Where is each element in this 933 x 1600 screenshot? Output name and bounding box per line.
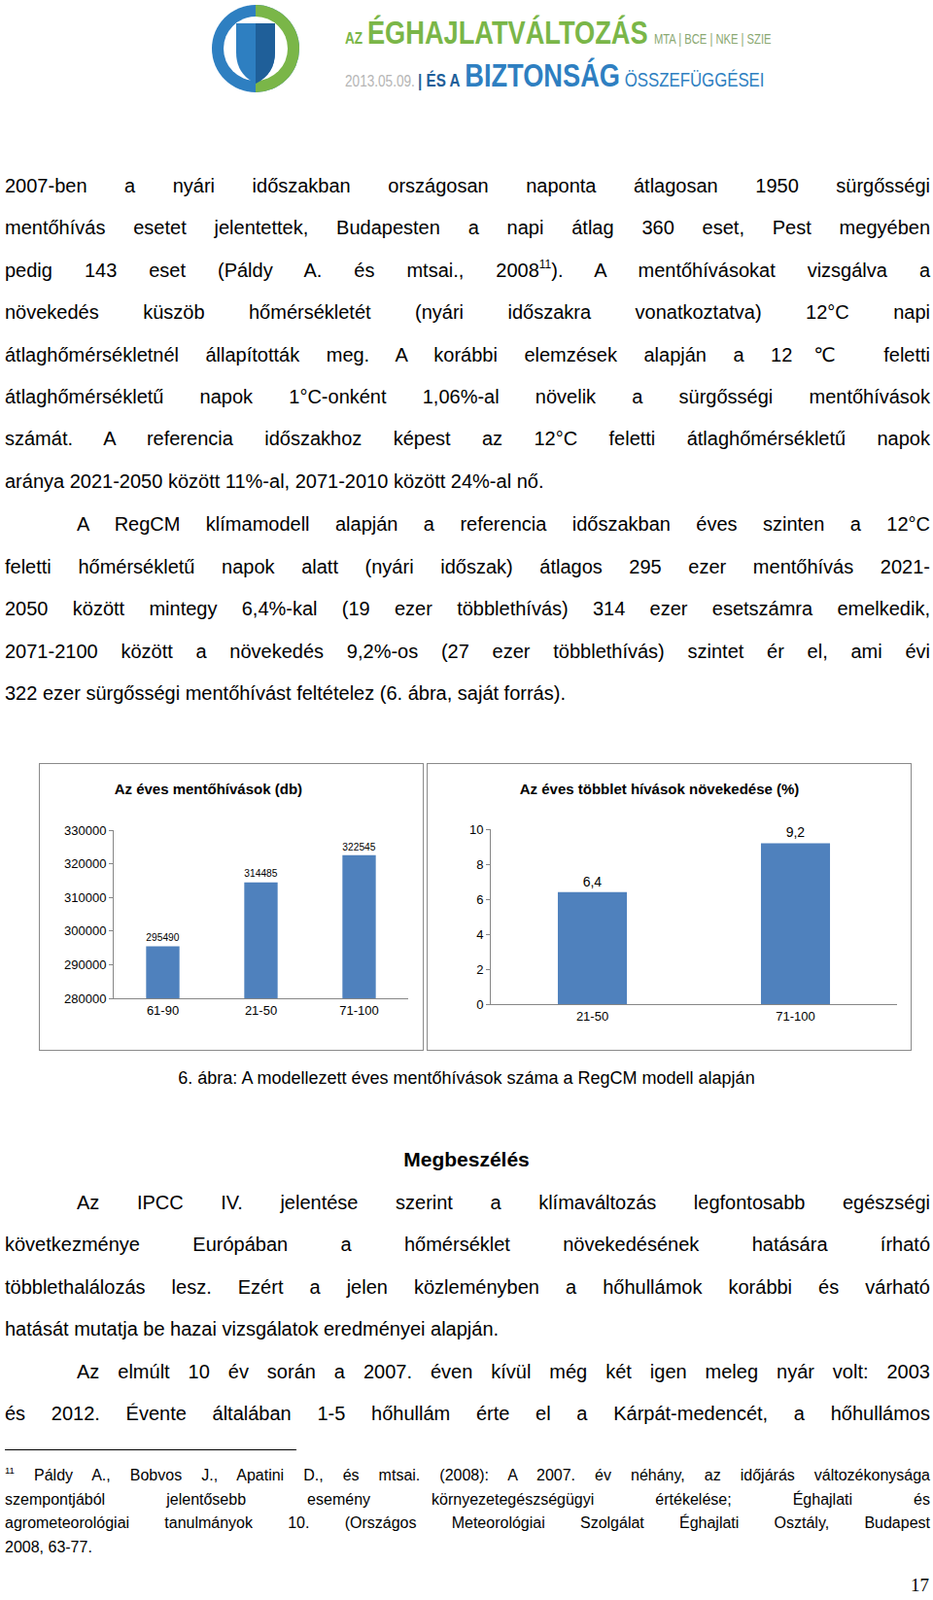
html-text:A RegCM klímamodell alapján a: A RegCM klímamodell alapján a referencia…: [76, 513, 931, 535]
html-text:és 2012. Évente általában 1-5: és 2012. Évente általában 1-5 hőhullám é…: [4, 1402, 931, 1424]
html-text:2071-2100 között a növekedés 9: 2071-2100 között a növekedés 9,2%-os (27…: [4, 640, 931, 662]
svg-text:314485: 314485: [243, 867, 277, 879]
html-text:többlethalálozás lesz. Ezért a: többlethalálozás lesz. Ezért a jelen köz…: [4, 1276, 931, 1298]
html-text:17: 17: [910, 1574, 930, 1595]
html-text:növekedés küszöb hőmérsékletét: növekedés küszöb hőmérsékletét (nyári id…: [4, 301, 931, 323]
html-text:számát. A referencia időszakho: számát. A referencia időszakhoz képest a…: [4, 427, 931, 450]
html-text:mentőhívás esetet jelentettek,: mentőhívás esetet jelentettek, Budapeste…: [4, 216, 931, 239]
html-text:aránya 2021-2050 között 11%-al: aránya 2021-2050 között 11%-al, 2071-201…: [4, 470, 544, 492]
html-text:Megbeszélés: Megbeszélés: [403, 1147, 530, 1171]
html-text:feletti hőmérsékletű napok ala: feletti hőmérsékletű napok alatt (nyári …: [4, 555, 931, 578]
svg-text:310000: 310000: [64, 890, 106, 905]
svg-text:320000: 320000: [64, 856, 106, 871]
html-text:pedig 143 eset (Páldy A. és mt: pedig 143 eset (Páldy A. és mtsai., 2008: [4, 259, 540, 281]
svg-text:61-90: 61-90: [146, 1002, 179, 1018]
html-text:agrometeorológiai tanulmányok: agrometeorológiai tanulmányok 10. (Orszá…: [4, 1514, 931, 1531]
html-text:következménye Európában a hőmé: következménye Európában a hőmérséklet nö…: [4, 1233, 931, 1255]
html-text:2008, 63-77.: 2008, 63-77.: [4, 1538, 93, 1555]
svg-text:9,2: 9,2: [786, 824, 806, 840]
svg-text:322545: 322545: [342, 841, 376, 853]
html-text:6. ábra: A modellezett éves me: 6. ábra: A modellezett éves mentőhívások…: [178, 1068, 755, 1088]
svg-text:8: 8: [476, 857, 484, 872]
svg-text:71-100: 71-100: [339, 1002, 379, 1018]
svg-text:21-50: 21-50: [244, 1002, 277, 1018]
html-text:Az IPCC IV. jelentése szerint: Az IPCC IV. jelentése szerint a klímavál…: [76, 1191, 931, 1213]
svg-text:0: 0: [476, 997, 484, 1012]
svg-text:6,4: 6,4: [583, 873, 603, 890]
svg-text:280000: 280000: [64, 991, 106, 1006]
html-text:2050 között mintegy 6,4%-kal (: 2050 között mintegy 6,4%-kal (19 ezer tö…: [4, 597, 931, 620]
html-text:AZÉGHAJLATVÁLTOZÁS: AZÉGHAJLATVÁLTOZÁS: [345, 13, 648, 51]
svg-text:21-50: 21-50: [576, 1008, 609, 1024]
svg-text:290000: 290000: [64, 957, 106, 972]
html-text:hatását mutatja be hazai vizsg: hatását mutatja be hazai vizsgálatok ere…: [4, 1317, 499, 1340]
html-text:MTA | BCE | NKE | SZIE: MTA | BCE | NKE | SZIE: [654, 31, 772, 47]
svg-text:2: 2: [476, 962, 484, 977]
svg-text:330000: 330000: [64, 823, 106, 838]
html-text:átlaghőmérsékletnél állapított: átlaghőmérsékletnél állapították meg. A …: [4, 344, 931, 366]
html-text:322 ezer sürgősségi mentőhívás: 322 ezer sürgősségi mentőhívást feltétel…: [4, 682, 566, 704]
html-text:Az elmúlt 10 év során a 2007.: Az elmúlt 10 év során a 2007. éven kívül…: [76, 1360, 931, 1383]
html-text:11Páldy A., Bobvos J., Apatini: 11Páldy A., Bobvos J., Apatini D., és mt…: [4, 1464, 931, 1484]
svg-text:Az éves mentőhívások (db): Az éves mentőhívások (db): [114, 780, 303, 797]
svg-text:10: 10: [469, 822, 484, 837]
html-text:szempontjából jelentősebb esem: szempontjából jelentősebb esemény környe…: [4, 1490, 931, 1508]
svg-text:6: 6: [476, 892, 484, 907]
html-text:átlaghőmérsékletű napok 1°C-on: átlaghőmérsékletű napok 1°C-onként 1,06%…: [4, 385, 931, 408]
svg-text:295490: 295490: [145, 932, 179, 943]
html-text:2007-ben a nyári időszakban or: 2007-ben a nyári időszakban országosan n…: [4, 174, 931, 197]
svg-text:71-100: 71-100: [775, 1008, 815, 1024]
svg-text:4: 4: [476, 927, 484, 942]
svg-text:Az éves többlet hívások növeke: Az éves többlet hívások növekedése (%): [519, 780, 800, 797]
html-text:11). A mentőhívásokat vizsgálv: 11). A mentőhívásokat vizsgálva a: [539, 257, 931, 281]
svg-text:300000: 300000: [64, 923, 106, 938]
html-text:2013.05.09. | ÉS ABIZTONSÁGÖSS: 2013.05.09. | ÉS ABIZTONSÁGÖSSZEFÜGGÉSEI: [345, 56, 765, 94]
